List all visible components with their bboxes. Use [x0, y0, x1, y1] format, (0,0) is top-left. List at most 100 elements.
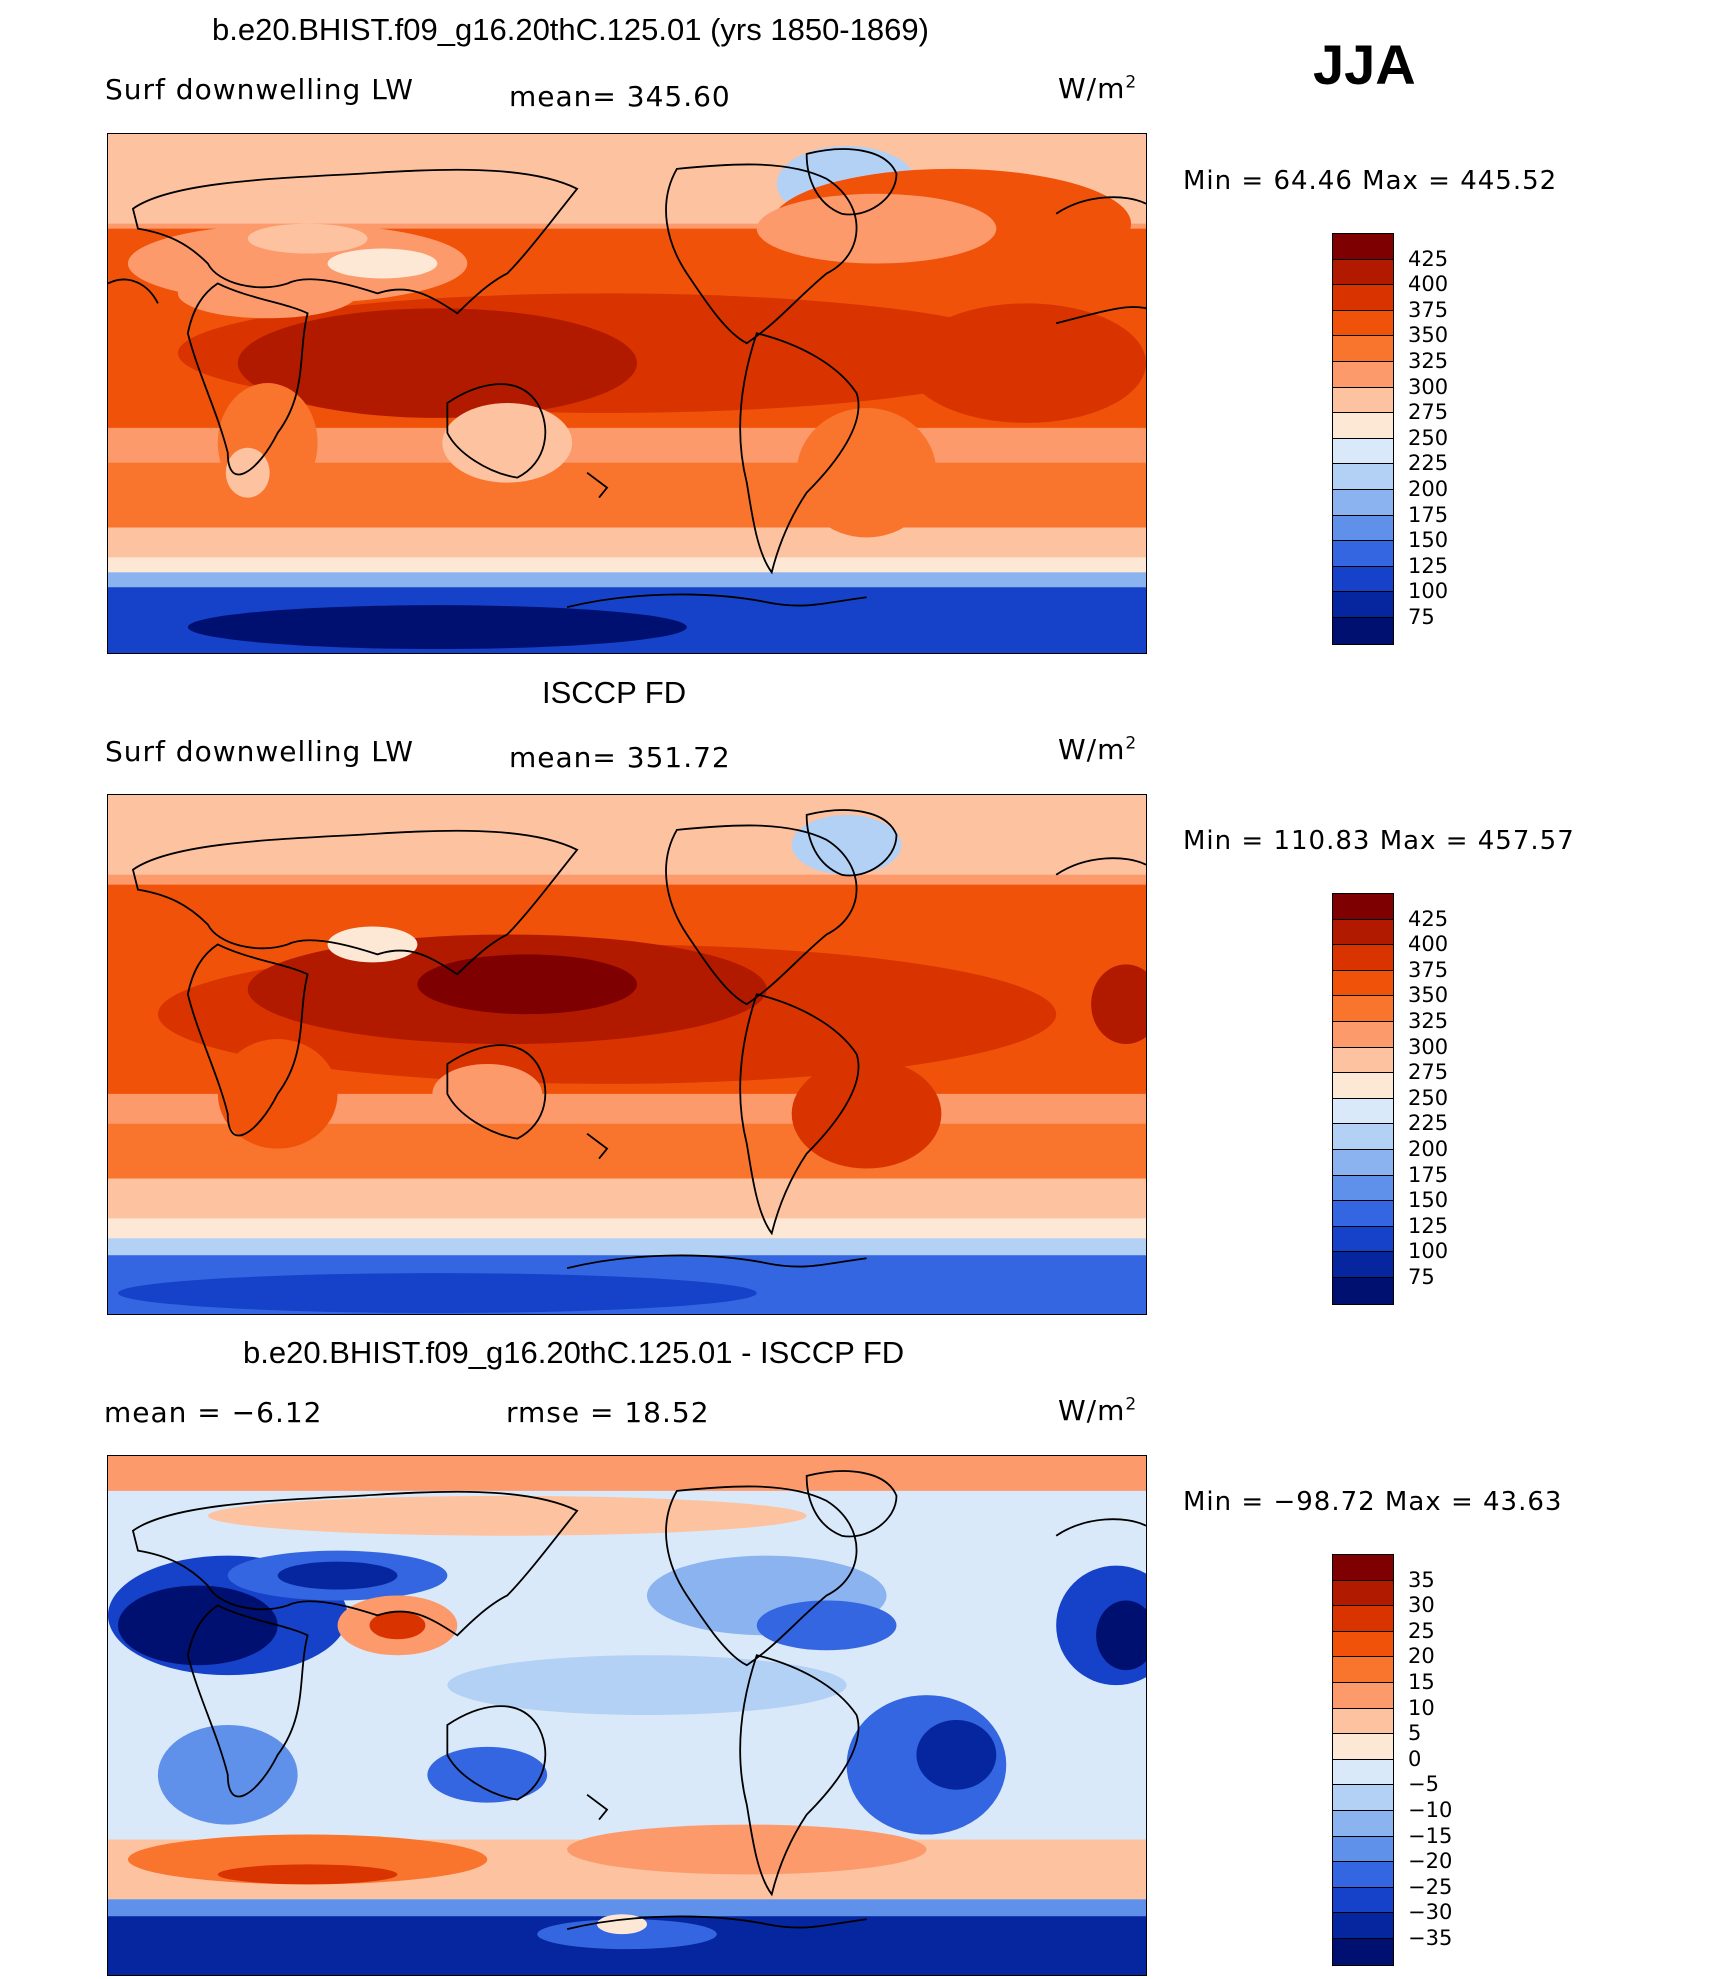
colorbar-tick-label: 250 — [1408, 1085, 1449, 1110]
colorbar-tick-label: 400 — [1408, 272, 1449, 297]
colorbar-tick-label: 425 — [1408, 246, 1449, 271]
colorbar-swatch — [1333, 336, 1393, 362]
colorbar-swatch — [1333, 1175, 1393, 1202]
colorbar-tick-label: 325 — [1408, 349, 1449, 373]
colorbar-swatch — [1333, 970, 1393, 997]
colorbar-tick-label: 75 — [1408, 605, 1435, 629]
panel-3-title: b.e20.BHIST.f09_g16.20thC.125.01 - ISCCP… — [243, 1335, 905, 1370]
colorbar-swatch — [1333, 1277, 1393, 1304]
colorbar-tick-label: −15 — [1408, 1823, 1453, 1848]
colorbar-swatch — [1333, 489, 1393, 516]
colorbar-tick-label: 375 — [1408, 957, 1449, 982]
colorbar-tick-label: 200 — [1408, 477, 1449, 501]
panel-1-units: W/m2 — [1058, 72, 1138, 105]
colorbar-swatch — [1333, 1021, 1393, 1048]
colorbar-swatch — [1333, 996, 1393, 1022]
season-label: JJA — [1313, 33, 1416, 96]
colorbar-tick-label: 175 — [1408, 1162, 1449, 1187]
colorbar-tick-label: 300 — [1408, 374, 1449, 399]
panel-3-units: W/m2 — [1058, 1394, 1138, 1427]
colorbar-swatch — [1333, 1759, 1393, 1786]
colorbar-swatch — [1333, 1913, 1393, 1939]
colorbar-swatch — [1333, 1682, 1393, 1709]
panel-2-title: ISCCP FD — [542, 675, 687, 710]
colorbar-tick-label: 275 — [1408, 1060, 1449, 1085]
colorbar-tick-label: 100 — [1408, 1239, 1449, 1264]
colorbar-swatch — [1333, 285, 1393, 311]
panel-3-mean-label: mean = −6.12 — [104, 1396, 323, 1429]
colorbar-swatch — [1333, 1862, 1393, 1888]
colorbar-tick-label: 20 — [1408, 1644, 1435, 1669]
colorbar-swatch — [1333, 1201, 1393, 1227]
colorbar-tick-label: 150 — [1408, 1188, 1449, 1213]
colorbar-tick-label: 125 — [1408, 553, 1449, 578]
colorbar-swatch — [1333, 1226, 1393, 1253]
colorbar-tick-label: 225 — [1408, 451, 1449, 476]
colorbar-swatch — [1333, 413, 1393, 439]
colorbar-tick-label: −30 — [1408, 1900, 1453, 1925]
panel-1-colorbar — [1332, 233, 1394, 645]
panel-1-map — [107, 133, 1147, 654]
panel-3-map-graphic — [108, 1456, 1146, 1975]
colorbar-swatch — [1333, 310, 1393, 337]
colorbar-swatch — [1333, 1734, 1393, 1760]
panel-2-mean-label: mean= 351.72 — [509, 741, 731, 774]
panel-1-title: b.e20.BHIST.f09_g16.20thC.125.01 (yrs 18… — [212, 12, 929, 47]
colorbar-tick-label: 350 — [1408, 323, 1449, 348]
colorbar-tick-label: 35 — [1408, 1567, 1435, 1592]
panel-3-colorbar — [1332, 1554, 1394, 1966]
panel-2-map-graphic — [108, 795, 1146, 1314]
colorbar-swatch — [1333, 919, 1393, 946]
colorbar-swatch — [1333, 1631, 1393, 1658]
colorbar-tick-label: −10 — [1408, 1798, 1453, 1822]
colorbar-swatch — [1333, 1073, 1393, 1099]
colorbar-tick-label: 5 — [1408, 1721, 1422, 1746]
colorbar-tick-label: −35 — [1408, 1926, 1453, 1950]
colorbar-tick-label: 350 — [1408, 983, 1449, 1008]
colorbar-tick-label: 30 — [1408, 1593, 1435, 1618]
colorbar-tick-label: −20 — [1408, 1849, 1453, 1874]
colorbar-tick-label: 200 — [1408, 1137, 1449, 1161]
colorbar-swatch — [1333, 259, 1393, 286]
colorbar-tick-label: 325 — [1408, 1009, 1449, 1033]
colorbar-swatch — [1333, 592, 1393, 618]
colorbar-swatch — [1333, 1124, 1393, 1150]
colorbar-swatch — [1333, 234, 1393, 260]
panel-1-minmax: Min = 64.46 Max = 445.52 — [1183, 166, 1558, 196]
colorbar-swatch — [1333, 1810, 1393, 1837]
colorbar-swatch — [1333, 438, 1393, 465]
panel-1-mean-label: mean= 345.60 — [509, 80, 731, 113]
panel-3-map — [107, 1455, 1147, 1976]
colorbar-tick-label: −5 — [1408, 1772, 1439, 1797]
colorbar-swatch — [1333, 617, 1393, 644]
colorbar-swatch — [1333, 1938, 1393, 1965]
colorbar-tick-label: 400 — [1408, 932, 1449, 957]
colorbar-tick-label: 225 — [1408, 1111, 1449, 1136]
colorbar-swatch — [1333, 1606, 1393, 1632]
colorbar-swatch — [1333, 566, 1393, 593]
panel-2-map — [107, 794, 1147, 1315]
colorbar-swatch — [1333, 464, 1393, 490]
colorbar-swatch — [1333, 1708, 1393, 1735]
colorbar-swatch — [1333, 541, 1393, 567]
panel-2-units: W/m2 — [1058, 733, 1138, 766]
colorbar-swatch — [1333, 387, 1393, 414]
colorbar-tick-label: 75 — [1408, 1265, 1435, 1289]
colorbar-tick-label: 0 — [1408, 1746, 1422, 1771]
colorbar-tick-label: 15 — [1408, 1670, 1435, 1694]
colorbar-tick-label: 275 — [1408, 400, 1449, 425]
colorbar-swatch — [1333, 1149, 1393, 1176]
colorbar-swatch — [1333, 945, 1393, 971]
colorbar-swatch — [1333, 1252, 1393, 1278]
colorbar-swatch — [1333, 515, 1393, 542]
panel-3-minmax: Min = −98.72 Max = 43.63 — [1183, 1487, 1563, 1517]
colorbar-swatch — [1333, 1836, 1393, 1863]
colorbar-swatch — [1333, 361, 1393, 388]
colorbar-swatch — [1333, 1047, 1393, 1074]
colorbar-swatch — [1333, 1098, 1393, 1125]
colorbar-tick-label: 25 — [1408, 1618, 1435, 1643]
colorbar-tick-label: 375 — [1408, 297, 1449, 322]
colorbar-swatch — [1333, 1887, 1393, 1914]
colorbar-tick-label: 150 — [1408, 528, 1449, 553]
panel-1-variable-label: Surf downwelling LW — [105, 73, 414, 106]
